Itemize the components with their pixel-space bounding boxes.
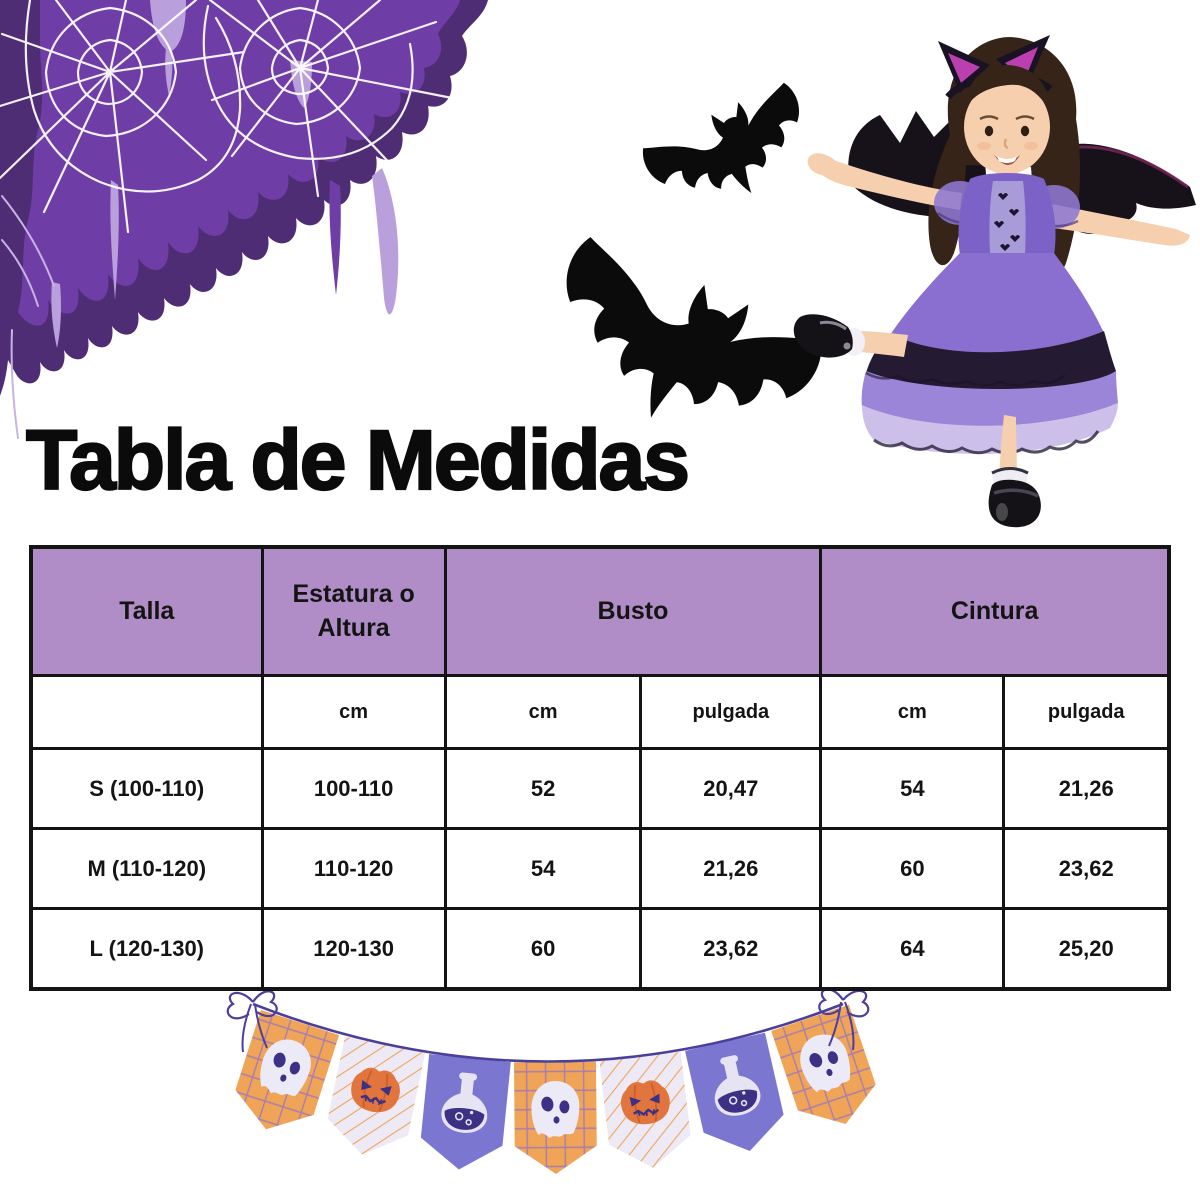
unit-cell-empty — [29, 674, 264, 750]
slime-lavender-drips — [51, 0, 399, 348]
header-size: Talla — [29, 545, 264, 677]
page-title: Tabla de Medidas — [25, 413, 691, 507]
spiderweb-lines — [0, 0, 454, 234]
cell-bust-cm: 60 — [443, 907, 643, 991]
costume-photo — [793, 35, 1196, 528]
unit-bust-in: pulgada — [639, 674, 823, 750]
cell-size: L (120-130) — [29, 907, 264, 991]
cell-waist-in: 21,26 — [1002, 747, 1171, 830]
header-height: Estatura o Altura — [260, 545, 447, 677]
table-row-s: S (100-110) 100-110 52 20,47 54 21,26 — [29, 747, 1171, 830]
cell-bust-in: 23,62 — [639, 907, 823, 991]
cell-bust-in: 20,47 — [639, 747, 823, 830]
cell-bust-cm: 54 — [443, 827, 643, 910]
banner-string — [252, 1002, 844, 1063]
size-chart-table: Talla Estatura o Altura Busto Cintura cm… — [29, 545, 1171, 991]
unit-waist-in: pulgada — [1002, 674, 1171, 750]
cell-bust-in: 21,26 — [639, 827, 823, 910]
cell-waist-cm: 64 — [819, 907, 1006, 991]
cell-waist-in: 23,62 — [1002, 827, 1171, 910]
leg-right — [988, 415, 1041, 528]
cell-size: S (100-110) — [29, 747, 264, 830]
pennant-pumpkin-1 — [321, 1036, 426, 1163]
bangs — [964, 65, 1050, 111]
bat-print-specks — [994, 193, 1020, 251]
face — [964, 80, 1050, 174]
shoe-right — [988, 479, 1041, 528]
face-features — [977, 115, 1038, 165]
cell-bust-cm: 52 — [443, 747, 643, 830]
cell-height: 110-120 — [260, 827, 447, 910]
slime-mid-purple — [18, 0, 460, 326]
header-bust: Busto — [443, 545, 823, 677]
skirt — [861, 253, 1118, 455]
halloween-banner — [226, 988, 885, 1175]
cell-waist-in: 25,20 — [1002, 907, 1171, 991]
arm-left — [807, 153, 962, 210]
unit-waist-cm: cm — [819, 674, 1006, 750]
slime-drip — [329, 180, 341, 295]
table-header-row: Talla Estatura o Altura Busto Cintura — [29, 545, 1171, 677]
cell-waist-cm: 54 — [819, 747, 1006, 830]
pennant-pumpkin-2 — [599, 1051, 694, 1173]
table-units-row: cm cm pulgada cm pulgada — [29, 674, 1171, 750]
cell-waist-cm: 60 — [819, 827, 1006, 910]
header-waist: Cintura — [819, 545, 1171, 677]
cell-height: 120-130 — [260, 907, 447, 991]
cell-size: M (110-120) — [29, 827, 264, 910]
bodice-panel — [989, 181, 1026, 255]
spiderweb-decoration — [0, 0, 488, 439]
unit-bust-cm: cm — [443, 674, 643, 750]
shoe-left — [793, 314, 853, 358]
arm-right — [1044, 203, 1190, 246]
leg-left-raised — [793, 314, 908, 358]
table-row-l: L (120-130) 120-130 60 23,62 64 25,20 — [29, 907, 1171, 991]
table-row-m: M (110-120) 110-120 54 21,26 60 23,62 — [29, 827, 1171, 910]
unit-height-cm: cm — [260, 674, 447, 750]
cell-height: 100-110 — [260, 747, 447, 830]
pennant-ghost-2 — [514, 1061, 597, 1175]
ghost-icon — [531, 1080, 580, 1139]
pennant-potion-2 — [685, 1032, 790, 1161]
pennant-potion-1 — [418, 1054, 511, 1174]
spiderweb-lines-light — [1, 195, 55, 439]
